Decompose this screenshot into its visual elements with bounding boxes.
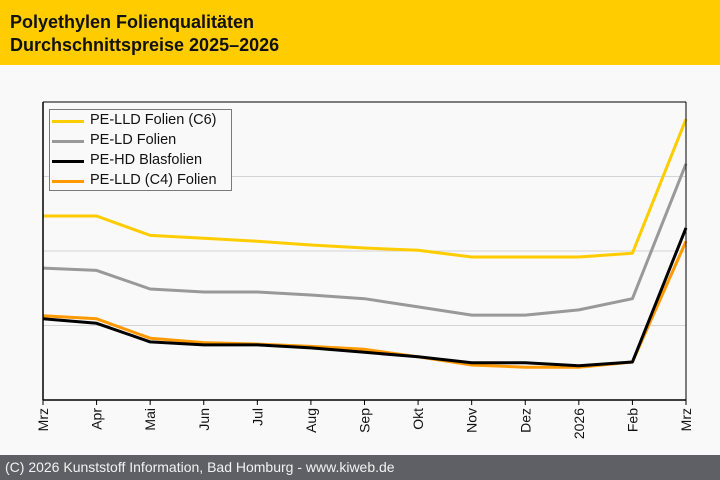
- x-tick-label: Apr: [89, 408, 105, 430]
- legend-item: PE-HD Blasfolien: [52, 151, 230, 171]
- copyright-text: (C) 2026 Kunststoff Information, Bad Hom…: [5, 459, 395, 475]
- legend-swatch-pe-lld-c4: [52, 180, 84, 183]
- series-line-0: [43, 118, 688, 259]
- legend-swatch-pe-hd: [52, 160, 84, 163]
- x-tick-label: Feb: [624, 408, 640, 432]
- legend-swatch-pe-ld: [52, 140, 84, 143]
- legend-label: PE-LD Folien: [90, 132, 177, 148]
- x-tick-label: Aug: [303, 408, 319, 433]
- chart-header: Polyethylen Folienqualitäten Durchschnit…: [0, 0, 720, 65]
- legend-label: PE-HD Blasfolien: [90, 152, 203, 168]
- x-tick-label: Sep: [357, 408, 373, 433]
- chart-title-line1: Polyethylen Folienqualitäten: [10, 12, 255, 32]
- x-axis-ticks: Mrz Apr Mai Jun Jul Aug Sep Okt Nov Dez 2026 Feb Mrz: [35, 400, 694, 439]
- legend-item: PE-LD Folien: [52, 131, 230, 151]
- legend-swatch-pe-lld-c6: [52, 120, 84, 123]
- x-tick-label: Jun: [196, 408, 212, 431]
- series-line-1: [42, 163, 688, 317]
- legend-label: PE-LLD Folien (C6): [90, 112, 217, 128]
- chart-title-line2: Durchschnittspreise 2025–2026: [10, 35, 280, 55]
- series-lines: [42, 118, 688, 369]
- x-tick-label: Mrz: [35, 408, 51, 431]
- x-tick-label: Okt: [410, 408, 426, 430]
- footer: (C) 2026 Kunststoff Information, Bad Hom…: [0, 455, 720, 480]
- legend-item: PE-LLD Folien (C6): [52, 111, 230, 131]
- series-line-2: [42, 227, 688, 368]
- legend-item: PE-LLD (C4) Folien: [52, 171, 230, 191]
- legend-label: PE-LLD (C4) Folien: [90, 172, 217, 188]
- legend: PE-LLD Folien (C6) PE-LD Folien PE-HD Bl…: [49, 109, 232, 191]
- x-tick-label: Dez: [517, 408, 533, 433]
- x-tick-label: Mrz: [678, 408, 694, 431]
- x-tick-label: 2026: [571, 408, 587, 439]
- x-tick-label: Nov: [464, 408, 480, 433]
- x-tick-label: Mai: [142, 408, 158, 431]
- x-tick-label: Jul: [249, 408, 265, 426]
